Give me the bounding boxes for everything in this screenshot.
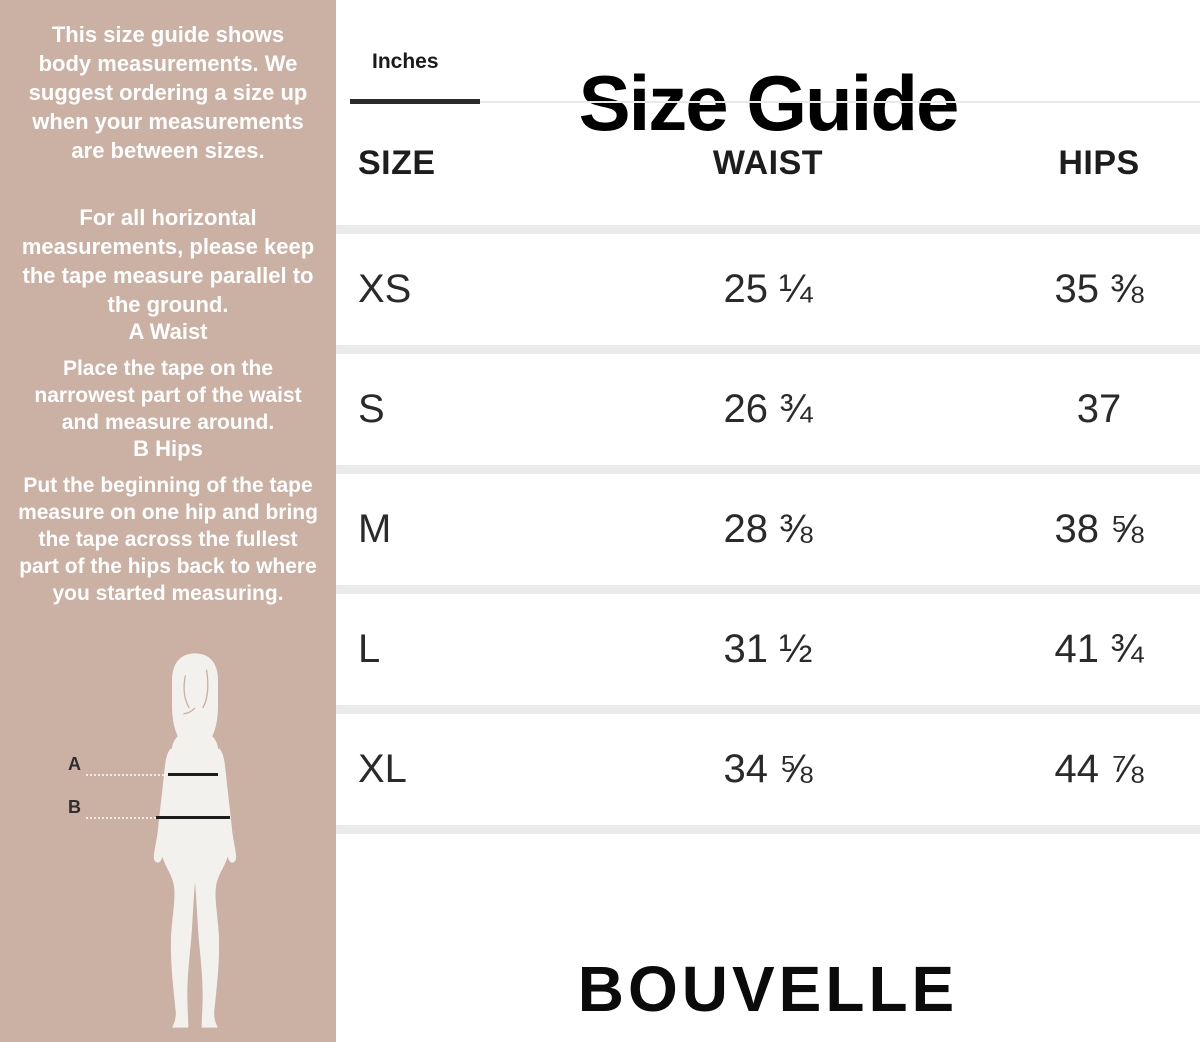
table-row-m: M 28 ⅜ 38 ⅝ — [336, 474, 1200, 585]
tab-active-underline — [350, 99, 480, 104]
row-divider — [336, 825, 1200, 834]
waist-line-label: A — [68, 754, 81, 774]
waist-value: 28 ⅜ — [723, 507, 813, 551]
waist-heading: A Waist — [128, 319, 208, 344]
size-value: XL — [358, 747, 407, 791]
row-divider — [336, 465, 1200, 474]
waist-instructions: Place the tape on the narrowest part of … — [34, 357, 302, 434]
size-value: L — [358, 627, 381, 671]
horizontal-measurement-note: For all horizontal measurements, please … — [21, 205, 315, 317]
hips-value: 38 ⅝ — [1054, 507, 1144, 551]
table-row-xs: XS 25 ¼ 35 ⅜ — [336, 234, 1200, 345]
brand-logo: BOUVELLE — [577, 953, 959, 1025]
body-measurement-figure: A B — [0, 640, 336, 1042]
size-value: S — [358, 387, 385, 431]
waist-value: 34 ⅝ — [723, 747, 813, 791]
size-value: XS — [358, 267, 412, 311]
table-row-xl: XL 34 ⅝ 44 ⅞ — [336, 714, 1200, 825]
waist-value: 31 ½ — [723, 627, 813, 671]
hips-instructions: Put the beginning of the tape measure on… — [18, 474, 318, 605]
size-value: M — [358, 507, 392, 551]
measurement-instructions-sidebar: This size guide shows body measurements.… — [0, 0, 336, 1042]
hips-value: 35 ⅜ — [1054, 267, 1144, 311]
column-header-waist: WAIST — [712, 144, 824, 182]
column-header-size: SIZE — [358, 144, 436, 182]
row-divider — [336, 345, 1200, 354]
hips-value: 37 — [1076, 387, 1122, 431]
page-title: Size Guide — [578, 59, 960, 148]
hips-measurement-line — [156, 816, 230, 819]
table-row-s: S 26 ¾ 37 — [336, 354, 1200, 465]
hips-leader-line — [86, 817, 156, 819]
tab-inches[interactable]: Inches — [372, 50, 439, 73]
row-divider — [336, 225, 1200, 234]
hips-heading: B Hips — [133, 436, 203, 461]
table-header-row: SIZE WAIST HIPS — [336, 102, 1200, 225]
female-silhouette-illustration — [153, 653, 237, 1028]
waist-value: 26 ¾ — [723, 387, 813, 431]
row-divider — [336, 585, 1200, 594]
header-divider — [480, 101, 1200, 103]
waist-value: 25 ¼ — [723, 267, 813, 311]
table-row-l: L 31 ½ 41 ¾ — [336, 594, 1200, 705]
size-table: SIZE WAIST HIPS XS 25 ¼ 35 ⅜ S 26 ¾ 37 M… — [336, 102, 1200, 834]
waist-measurement-line — [168, 773, 218, 776]
column-header-hips: HIPS — [1058, 144, 1140, 182]
hips-value: 44 ⅞ — [1054, 747, 1144, 791]
waist-leader-line — [86, 774, 168, 776]
row-divider — [336, 705, 1200, 714]
size-guide-main: Size Guide Inches SIZE WAIST HIPS XS 25 … — [336, 0, 1200, 1042]
hips-line-label: B — [68, 797, 81, 817]
hips-value: 41 ¾ — [1054, 627, 1144, 671]
intro-text: This size guide shows body measurements.… — [28, 22, 308, 163]
